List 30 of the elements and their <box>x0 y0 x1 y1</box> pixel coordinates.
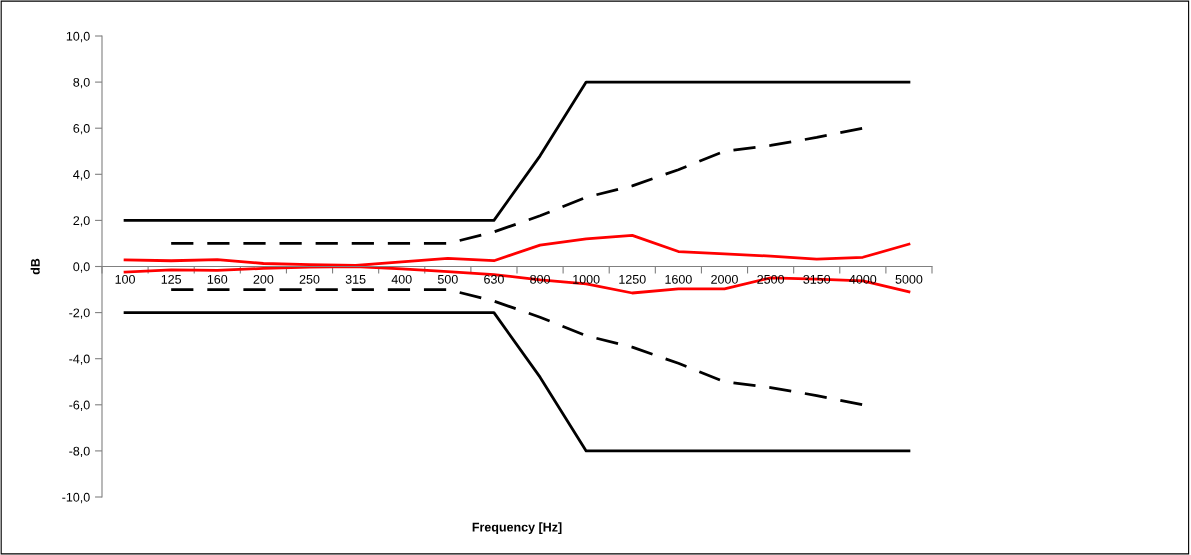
y-tick-label: 10,0 <box>66 31 90 43</box>
line-series <box>169 126 865 245</box>
y-tick-label: -4,0 <box>69 354 90 365</box>
x-tick-label: 125 <box>161 274 182 284</box>
x-axis-title: Frequency [Hz] <box>472 522 562 535</box>
y-tick-label: 6,0 <box>73 124 90 135</box>
x-tick-label: 250 <box>299 274 320 284</box>
y-tick-label: 2,0 <box>73 216 90 227</box>
x-tick-label: 400 <box>391 274 412 284</box>
y-axis-title: dB <box>30 258 40 275</box>
x-tick-label: 1250 <box>619 274 646 284</box>
x-tick-label: 500 <box>437 274 458 284</box>
x-tick-label: 5000 <box>895 274 923 284</box>
x-tick-label: 2000 <box>711 274 738 284</box>
x-tick-label: 160 <box>207 274 228 284</box>
y-tick-label: -10,0 <box>62 492 90 504</box>
x-tick-label: 100 <box>115 274 135 284</box>
x-tick-label: 2500 <box>757 274 785 284</box>
x-tick-label: 630 <box>484 274 504 284</box>
y-tick-label: -8,0 <box>69 446 90 458</box>
y-tick-label: 0,0 <box>73 262 90 273</box>
line-series <box>169 288 865 407</box>
x-tick-label: 200 <box>253 274 274 284</box>
x-tick-label: 1600 <box>665 274 692 284</box>
y-tick-label: 4,0 <box>73 170 90 181</box>
x-tick-label: 315 <box>345 274 366 284</box>
y-tick-label: -6,0 <box>69 400 90 411</box>
y-tick-label: 8,0 <box>73 77 90 89</box>
y-tick-label: -2,0 <box>69 308 90 319</box>
x-tick-label: 1000 <box>573 274 600 284</box>
